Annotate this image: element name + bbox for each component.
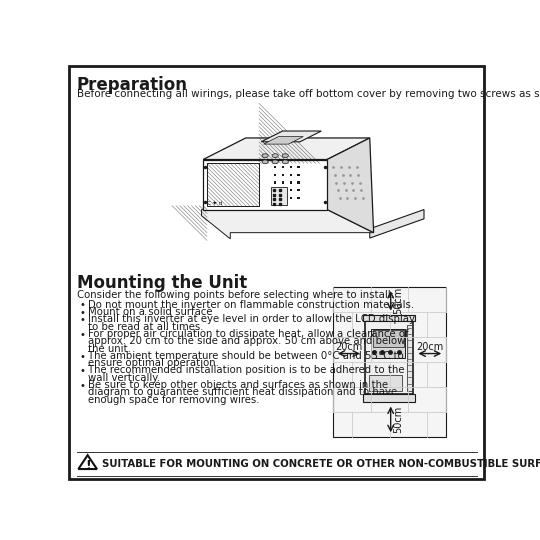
Bar (274, 166, 276, 168)
Text: Install this inverter at eye level in order to allow the LCD display: Install this inverter at eye level in or… (89, 314, 415, 325)
Text: •: • (79, 330, 85, 340)
Text: •: • (79, 366, 85, 376)
Text: 20cm: 20cm (416, 342, 443, 353)
Bar (333, 287, 446, 437)
Polygon shape (264, 137, 303, 144)
Polygon shape (78, 455, 97, 469)
Polygon shape (201, 210, 374, 239)
Text: •: • (79, 300, 85, 310)
Text: Be sure to keep other objects and surfaces as shown in the: Be sure to keep other objects and surfac… (89, 380, 389, 390)
Polygon shape (327, 138, 374, 233)
Polygon shape (370, 210, 424, 238)
Text: approx. 20 cm to the side and approx. 50 cm above and below: approx. 20 cm to the side and approx. 50… (89, 336, 406, 346)
Bar (289, 174, 292, 176)
Polygon shape (261, 131, 321, 142)
Ellipse shape (262, 154, 268, 158)
Text: •: • (79, 381, 85, 391)
Text: For proper air circulation to dissipate heat, allow a clearance of: For proper air circulation to dissipate … (89, 329, 409, 339)
Bar (289, 197, 292, 199)
Bar (289, 166, 292, 168)
Text: •: • (79, 308, 85, 318)
Text: SUITABLE FOR MOUNTING ON CONCRETE OR OTHER NON-COMBUSTIBLE SURFACE ONLY.: SUITABLE FOR MOUNTING ON CONCRETE OR OTH… (102, 458, 540, 469)
Text: C ✦ d: C ✦ d (207, 201, 222, 206)
Bar (207, 164, 259, 206)
Ellipse shape (262, 160, 268, 164)
Text: 50cm: 50cm (393, 287, 403, 314)
Text: The ambient temperature should be between 0°C and 55°C to: The ambient temperature should be betwee… (89, 351, 404, 361)
Text: ensure optimal operation.: ensure optimal operation. (89, 358, 219, 368)
Bar (274, 181, 276, 184)
Text: !: ! (85, 460, 91, 472)
Ellipse shape (272, 160, 278, 164)
Bar (282, 166, 284, 168)
Bar (365, 321, 413, 394)
Ellipse shape (272, 154, 278, 158)
Bar (282, 197, 284, 199)
Text: Preparation: Preparation (77, 76, 188, 93)
Text: •: • (79, 352, 85, 362)
Bar (298, 174, 300, 176)
Bar (363, 394, 415, 402)
Text: wall vertically.: wall vertically. (89, 373, 160, 383)
Bar (298, 166, 300, 168)
Bar (373, 330, 404, 347)
Text: Consider the following points before selecting where to install:: Consider the following points before sel… (77, 289, 394, 300)
Text: the unit.: the unit. (89, 343, 131, 354)
Bar (274, 174, 276, 176)
Text: Before connecting all wirings, please take off bottom cover by removing two scre: Before connecting all wirings, please ta… (77, 90, 540, 99)
Bar (369, 375, 402, 390)
Bar (271, 187, 287, 205)
Bar (363, 315, 415, 321)
Text: The recommended installation position is to be adhered to the: The recommended installation position is… (89, 366, 405, 375)
Text: Mount on a solid surface: Mount on a solid surface (89, 307, 213, 317)
Bar (407, 325, 411, 390)
Bar (298, 181, 300, 184)
Ellipse shape (282, 154, 288, 158)
Bar (289, 189, 292, 192)
Bar (274, 189, 276, 192)
Bar (282, 181, 284, 184)
Bar (274, 197, 276, 199)
Text: •: • (79, 315, 85, 325)
Text: Do not mount the inverter on flammable construction materials.: Do not mount the inverter on flammable c… (89, 300, 415, 309)
Bar (298, 197, 300, 199)
Bar (289, 181, 292, 184)
Polygon shape (203, 159, 327, 210)
Text: diagram to guarantee sufficient heat dissipation and to have: diagram to guarantee sufficient heat dis… (89, 387, 397, 397)
Text: Mounting the Unit: Mounting the Unit (77, 274, 247, 292)
Ellipse shape (282, 160, 288, 164)
Bar (298, 189, 300, 192)
Text: 50cm: 50cm (393, 406, 403, 433)
Bar (282, 189, 284, 192)
Bar (282, 174, 284, 176)
Text: enough space for removing wires.: enough space for removing wires. (89, 395, 260, 405)
Text: to be read at all times.: to be read at all times. (89, 322, 204, 332)
Text: 20cm: 20cm (335, 342, 362, 353)
Polygon shape (203, 138, 370, 159)
Bar (372, 329, 406, 358)
